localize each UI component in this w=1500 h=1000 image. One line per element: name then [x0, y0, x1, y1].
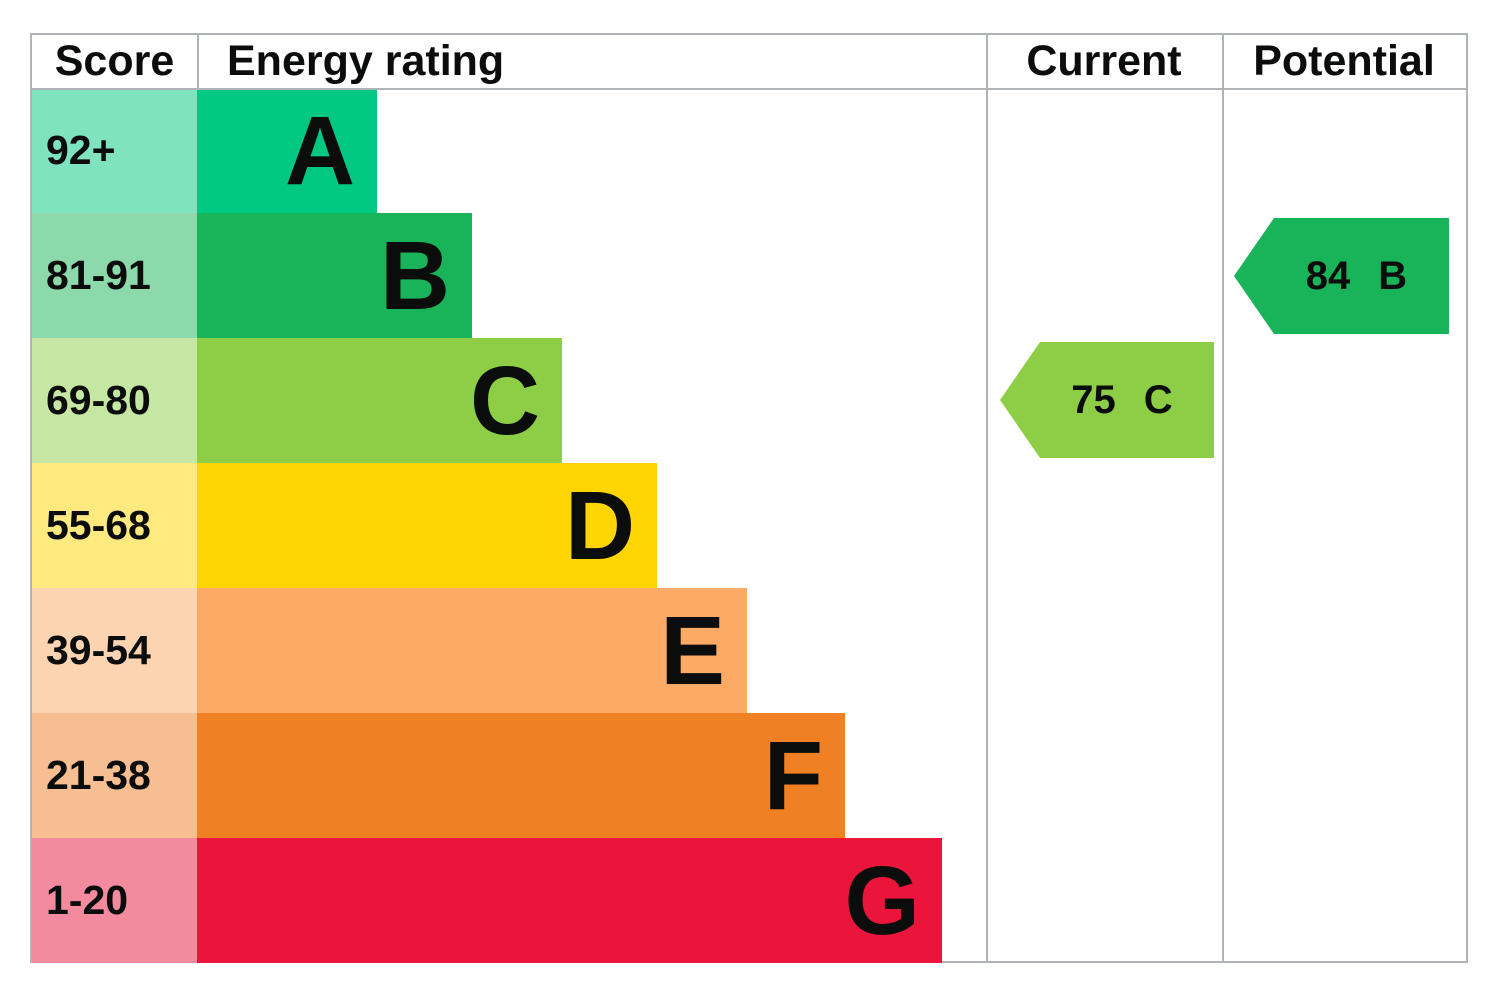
column-divider-potential: [1222, 35, 1224, 961]
current-rating-band: C: [1143, 377, 1173, 422]
band-letter-d: D: [564, 471, 635, 580]
header-underline: [32, 88, 1466, 90]
rating-bar-d: D: [197, 463, 657, 588]
rating-bar-c: C: [197, 338, 562, 463]
band-row-e: 39-54 E: [32, 588, 1466, 713]
epc-rating-table: Score Energy rating Current Potential 92…: [30, 33, 1468, 963]
band-letter-a: A: [284, 96, 355, 205]
score-cell-d: 55-68: [32, 463, 197, 588]
band-letter-b: B: [379, 221, 450, 330]
score-cell-c: 69-80: [32, 338, 197, 463]
score-cell-a: 92+: [32, 88, 197, 213]
score-range-c: 69-80: [46, 377, 151, 423]
potential-rating-value: 84: [1305, 253, 1351, 298]
potential-rating-arrow: 84 B: [1234, 218, 1449, 334]
band-row-a: 92+ A: [32, 88, 1466, 213]
rating-bar-b: B: [197, 213, 472, 338]
potential-rating-band: B: [1378, 253, 1408, 298]
band-row-d: 55-68 D: [32, 463, 1466, 588]
header-score-divider: [197, 35, 199, 88]
current-rating-arrow: 75 C: [1000, 342, 1214, 458]
band-letter-e: E: [660, 596, 725, 705]
header-current-label: Current: [1026, 37, 1182, 85]
rating-bar-a: A: [197, 88, 377, 213]
score-range-f: 21-38: [46, 752, 151, 798]
column-divider-current: [986, 35, 988, 961]
rating-bar-e: E: [197, 588, 747, 713]
rating-bar-f: F: [197, 713, 845, 838]
band-letter-c: C: [469, 346, 540, 455]
header-score-label: Score: [54, 37, 175, 85]
score-cell-f: 21-38: [32, 713, 197, 838]
rating-bar-g: G: [197, 838, 942, 963]
score-range-a: 92+: [46, 127, 116, 173]
current-rating-value: 75: [1071, 377, 1116, 422]
score-range-b: 81-91: [46, 252, 151, 298]
score-range-e: 39-54: [46, 627, 151, 673]
header-energy-rating-label: Energy rating: [227, 37, 505, 85]
header-potential-label: Potential: [1253, 37, 1435, 85]
band-letter-f: F: [763, 721, 823, 830]
band-letter-g: G: [844, 846, 920, 955]
score-range-g: 1-20: [46, 877, 129, 923]
header-row: Score Energy rating Current Potential: [32, 35, 1466, 88]
score-range-d: 55-68: [46, 502, 151, 548]
score-cell-g: 1-20: [32, 838, 197, 963]
band-row-b: 81-91 B: [32, 213, 1466, 338]
score-cell-e: 39-54: [32, 588, 197, 713]
score-cell-b: 81-91: [32, 213, 197, 338]
band-row-f: 21-38 F: [32, 713, 1466, 838]
band-row-g: 1-20 G: [32, 838, 1466, 963]
band-row-c: 69-80 C: [32, 338, 1466, 463]
